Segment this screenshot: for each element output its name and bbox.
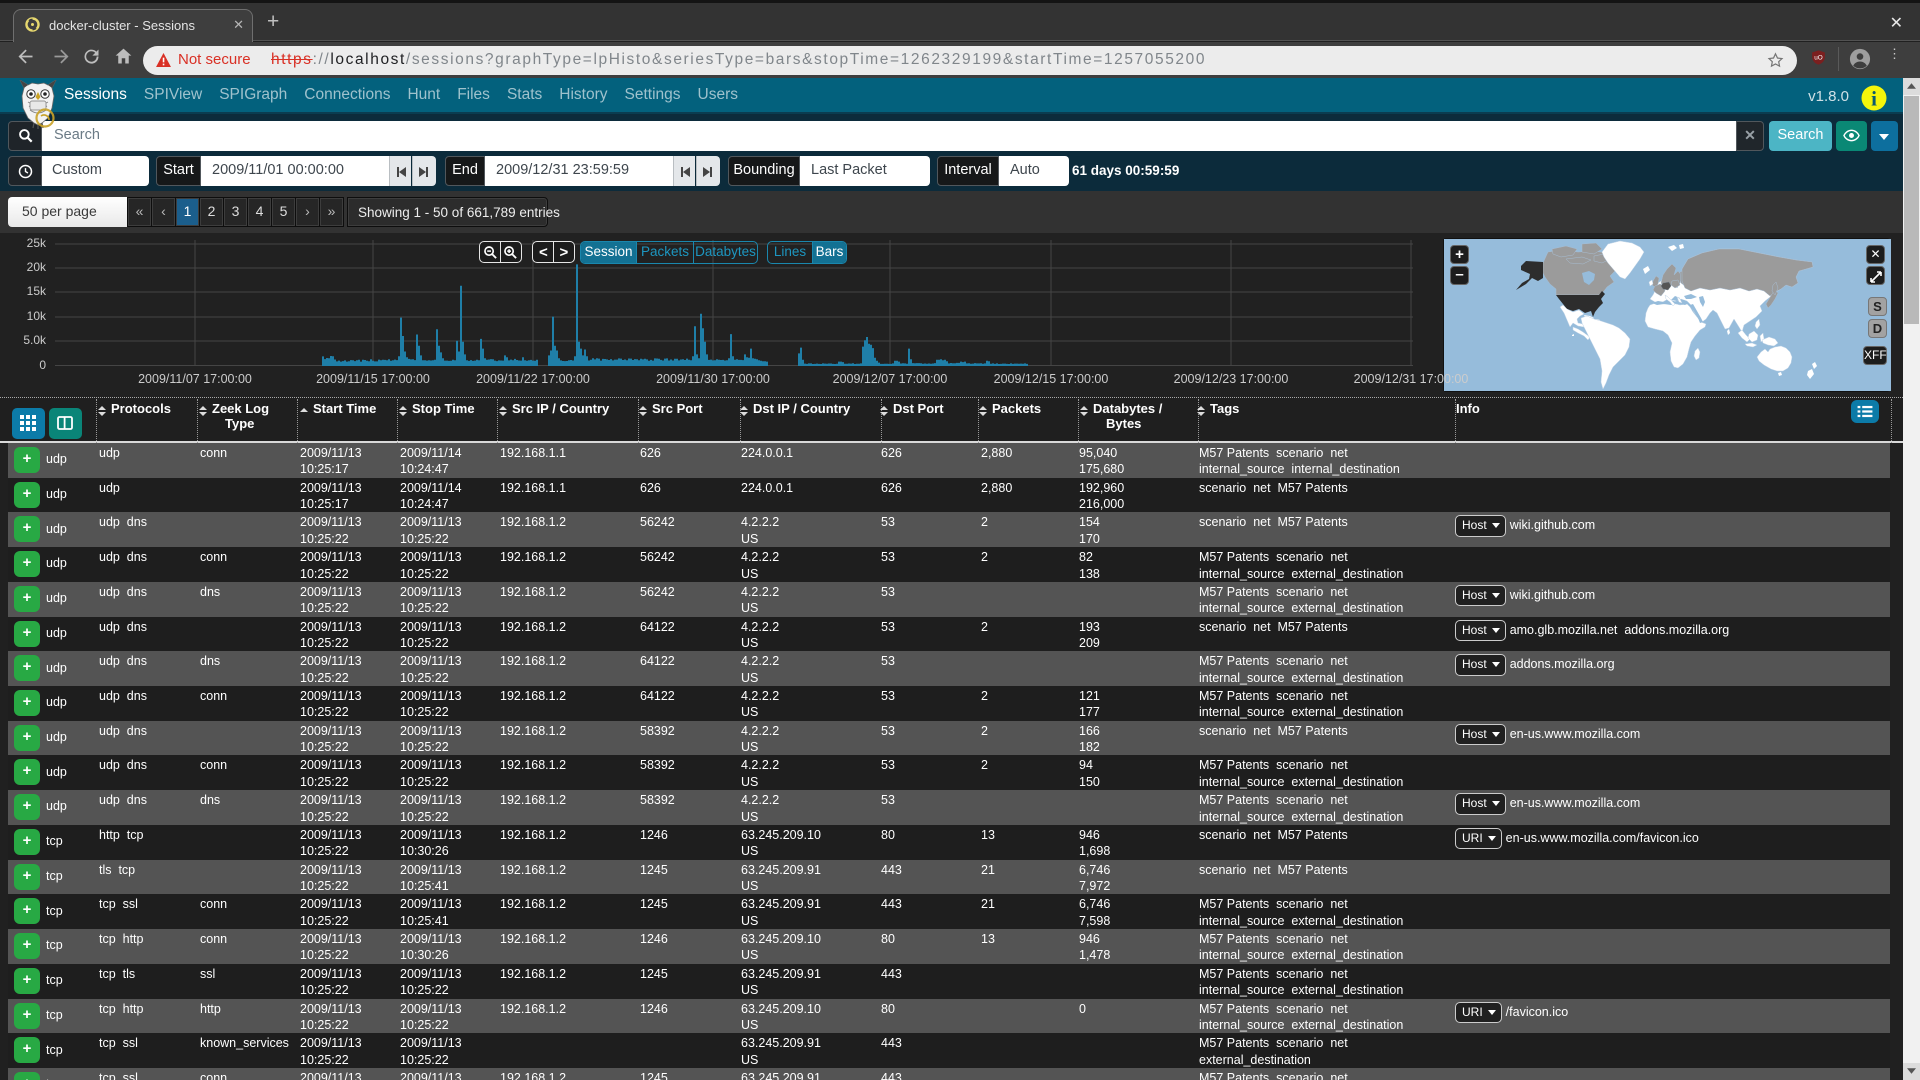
svg-text:i: i xyxy=(1871,87,1877,111)
svg-text:uO: uO xyxy=(1814,55,1823,62)
